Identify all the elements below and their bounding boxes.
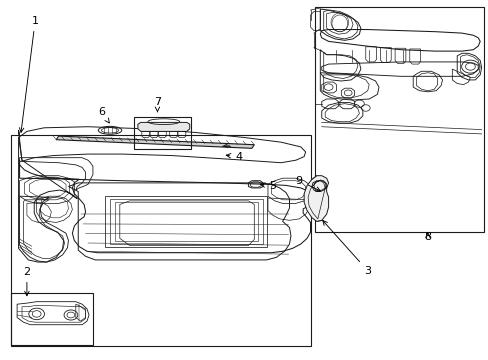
Bar — [11, 135, 311, 346]
Text: 4: 4 — [226, 152, 242, 162]
Polygon shape — [56, 136, 254, 148]
Bar — [11, 293, 93, 345]
Bar — [134, 117, 190, 149]
Text: 1: 1 — [20, 16, 39, 132]
Text: 6: 6 — [98, 107, 109, 123]
Text: 3: 3 — [322, 221, 370, 276]
Text: 7: 7 — [154, 96, 161, 112]
Text: 5: 5 — [260, 181, 276, 192]
Text: 2: 2 — [23, 267, 30, 296]
Text: 8: 8 — [424, 232, 430, 242]
Polygon shape — [304, 176, 328, 221]
Text: 9: 9 — [295, 176, 320, 191]
Polygon shape — [138, 122, 189, 131]
Bar — [315, 7, 483, 232]
